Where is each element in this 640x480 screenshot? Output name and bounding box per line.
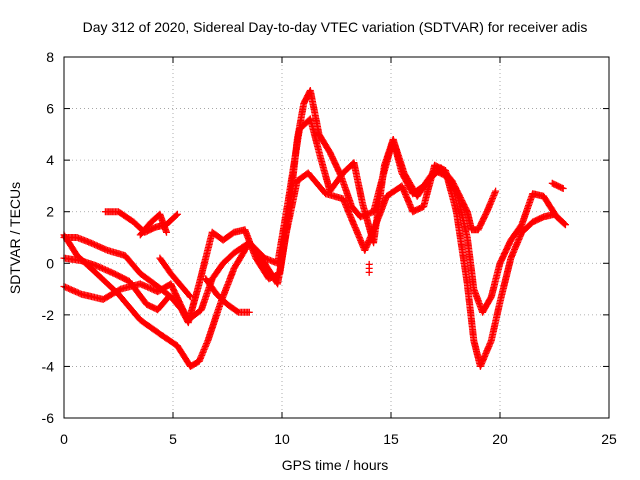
x-axis-ticks: 0 5 10 15 20 25 <box>60 57 617 447</box>
data-series <box>60 87 569 370</box>
data-point <box>203 340 211 348</box>
y-axis-label: SDTVAR / TECUs <box>7 182 23 294</box>
x-tick-label: 10 <box>274 431 290 447</box>
y-tick-label: 2 <box>46 204 54 220</box>
x-tick-label: 15 <box>383 431 399 447</box>
data-point <box>172 211 180 219</box>
y-axis-ticks: -6 -4 -2 0 2 4 6 8 <box>42 49 609 426</box>
grid-lines <box>64 57 609 418</box>
y-tick-label: -4 <box>42 358 55 374</box>
data-point <box>186 293 194 301</box>
x-tick-label: 25 <box>601 431 617 447</box>
chart-title: Day 312 of 2020, Sidereal Day-to-day VTE… <box>83 19 588 35</box>
data-point <box>559 185 567 192</box>
series-track-4 <box>60 254 173 314</box>
data-point <box>186 292 193 300</box>
data-point <box>245 308 253 316</box>
data-point <box>163 228 170 236</box>
data-point <box>492 187 500 195</box>
x-tick-label: 5 <box>169 431 177 447</box>
series-track-7 <box>202 275 253 316</box>
data-point <box>489 193 497 201</box>
data-point <box>561 221 569 229</box>
y-tick-label: -2 <box>42 307 55 323</box>
y-tick-label: 6 <box>46 101 54 117</box>
data-point <box>102 246 110 254</box>
data-point <box>365 268 373 276</box>
series-track-9 <box>365 260 373 276</box>
x-tick-label: 0 <box>60 431 68 447</box>
series-track-3 <box>60 87 500 327</box>
x-axis-label: GPS time / hours <box>282 457 389 473</box>
y-tick-label: 8 <box>46 49 54 65</box>
y-tick-label: 0 <box>46 255 54 271</box>
series-track-10 <box>548 179 567 192</box>
data-point <box>165 293 173 301</box>
y-tick-label: -6 <box>42 410 55 426</box>
data-point <box>200 346 208 353</box>
y-tick-label: 4 <box>46 152 54 168</box>
series-track-6 <box>136 210 170 239</box>
series-track-8 <box>156 254 194 301</box>
data-point <box>197 353 205 361</box>
data-point <box>164 294 172 302</box>
x-tick-label: 20 <box>492 431 508 447</box>
data-point <box>173 210 181 218</box>
plot-frame <box>63 56 610 419</box>
data-point <box>560 220 568 228</box>
